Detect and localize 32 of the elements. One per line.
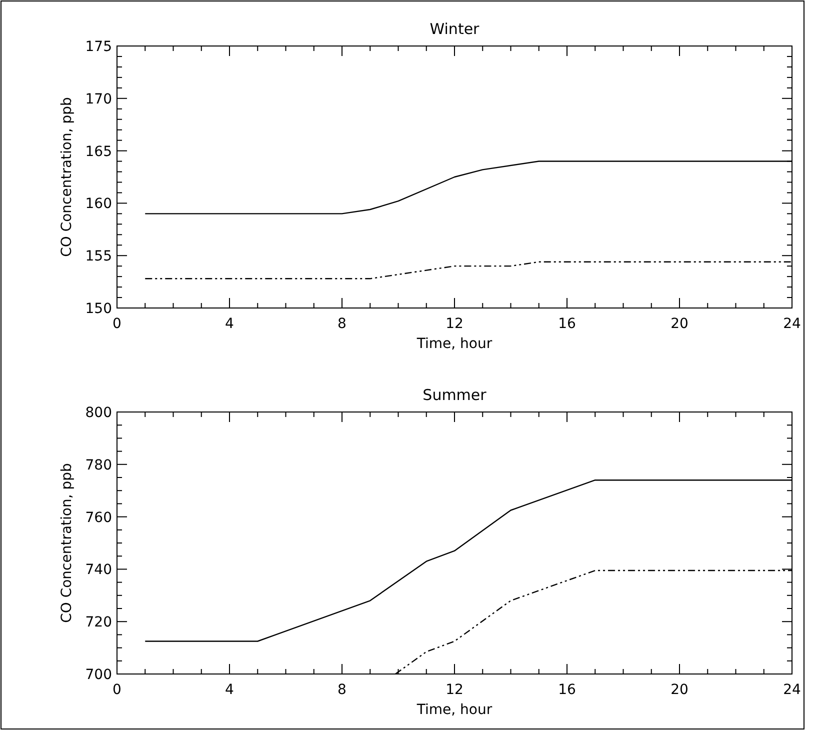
x-tick-label: 8 bbox=[338, 316, 346, 332]
y-tick-label: 150 bbox=[85, 301, 112, 317]
y-tick-label: 740 bbox=[85, 562, 112, 578]
x-tick-label: 12 bbox=[446, 682, 464, 698]
x-axis-title: Time, hour bbox=[416, 336, 492, 352]
x-tick-label: 12 bbox=[446, 316, 464, 332]
x-tick-label: 0 bbox=[112, 316, 122, 332]
x-tick-label: 16 bbox=[558, 682, 576, 698]
y-tick-label: 780 bbox=[85, 457, 112, 474]
chart-title: Winter bbox=[430, 20, 480, 38]
y-axis-title: CO Concentration, ppb bbox=[59, 96, 75, 257]
y-tick-label: 155 bbox=[85, 248, 112, 265]
x-tick-label: 24 bbox=[783, 316, 801, 332]
x-tick-label: 24 bbox=[783, 682, 801, 698]
x-tick-label: 4 bbox=[225, 316, 234, 332]
y-tick-label: 720 bbox=[85, 614, 112, 631]
x-tick-label: 20 bbox=[670, 682, 688, 698]
x-tick-label: 4 bbox=[225, 682, 234, 698]
y-tick-label: 170 bbox=[85, 91, 112, 108]
y-tick-label: 165 bbox=[85, 144, 112, 160]
x-tick-label: 16 bbox=[558, 316, 576, 332]
x-axis-title: Time, hour bbox=[416, 702, 492, 718]
x-tick-label: 8 bbox=[338, 682, 346, 698]
x-tick-label: 20 bbox=[670, 316, 688, 332]
y-tick-label: 160 bbox=[85, 196, 112, 212]
x-tick-label: 0 bbox=[112, 682, 122, 698]
chart-title: Summer bbox=[422, 386, 488, 404]
y-tick-label: 175 bbox=[85, 39, 112, 55]
y-tick-label: 760 bbox=[85, 510, 112, 526]
y-axis-title: CO Concentration, ppb bbox=[59, 462, 75, 623]
y-tick-label: 800 bbox=[85, 405, 112, 421]
y-tick-label: 700 bbox=[85, 667, 112, 683]
